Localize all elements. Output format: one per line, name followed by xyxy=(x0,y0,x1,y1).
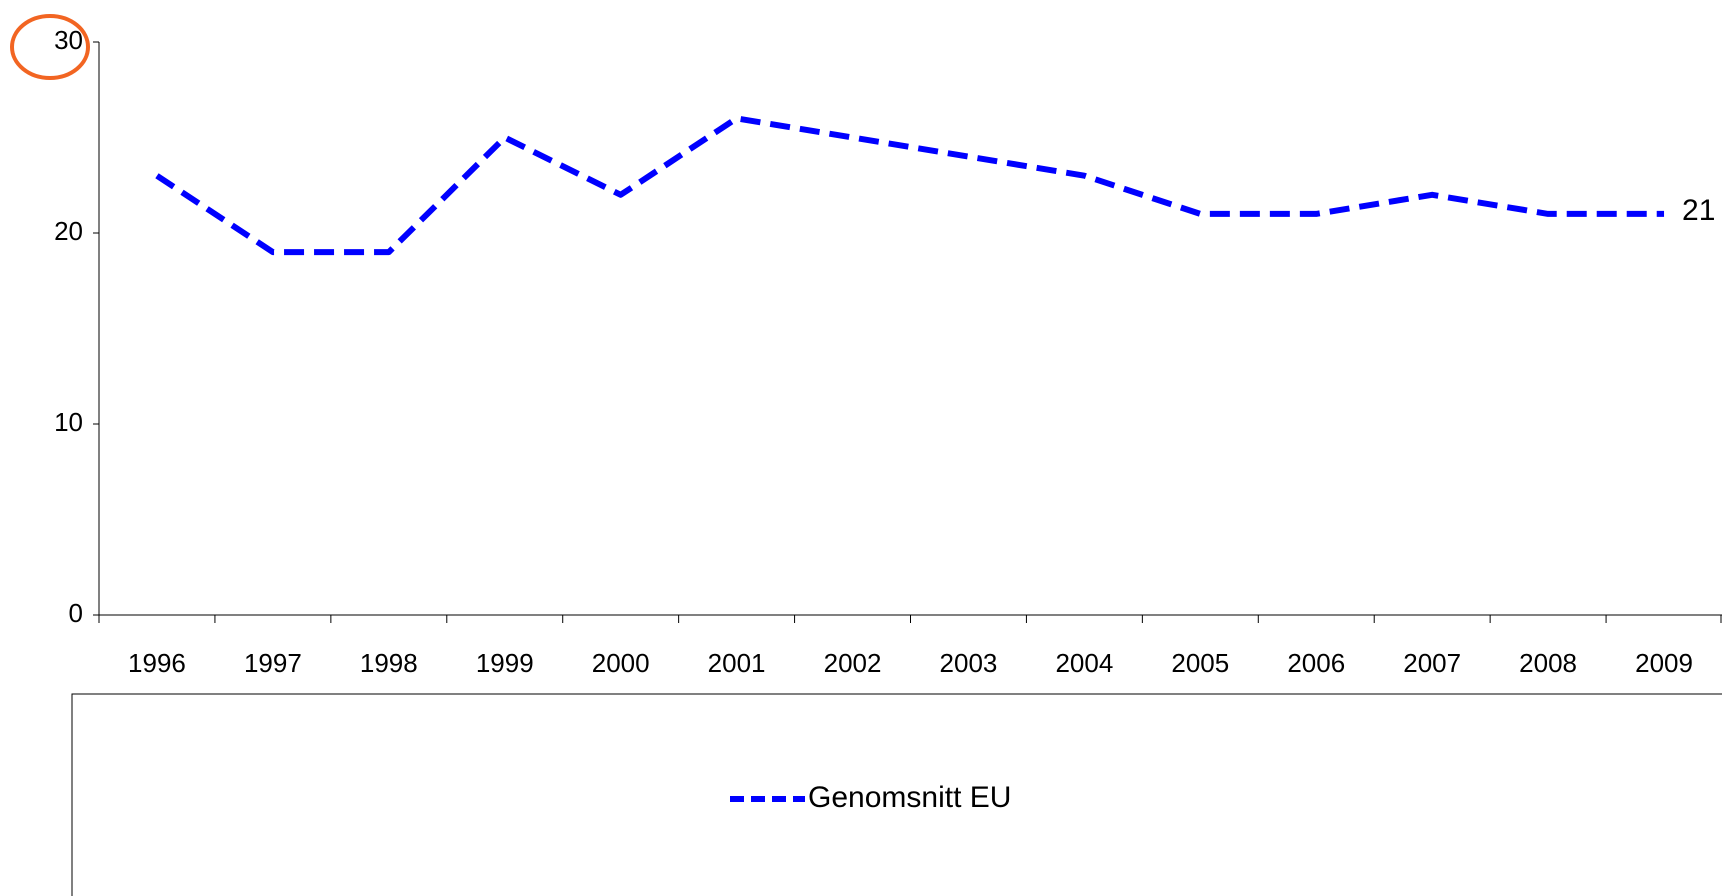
y-tick-label: 30 xyxy=(54,25,83,55)
x-tick-label: 2006 xyxy=(1287,648,1345,678)
y-tick-label: 20 xyxy=(54,216,83,246)
x-tick-label: 1999 xyxy=(476,648,534,678)
legend-box xyxy=(71,693,1722,896)
x-tick-label: 2005 xyxy=(1171,648,1229,678)
y-tick-label: 10 xyxy=(54,407,83,437)
data-label: 21 xyxy=(1682,194,1715,227)
x-tick-label: 1996 xyxy=(128,648,186,678)
x-tick-label: 2000 xyxy=(592,648,650,678)
x-tick-label: 2009 xyxy=(1635,648,1693,678)
x-tick-label: 1998 xyxy=(360,648,418,678)
x-tick-label: 2002 xyxy=(824,648,882,678)
x-tick-label: 2007 xyxy=(1403,648,1461,678)
x-tick-label: 2003 xyxy=(940,648,998,678)
series-line xyxy=(155,115,1665,256)
x-tick-label: 2008 xyxy=(1519,648,1577,678)
legend-label: Genomsnitt EU xyxy=(808,781,1011,814)
y-tick-label: 0 xyxy=(69,598,83,628)
highlight-circle xyxy=(10,14,90,80)
x-tick-label: 2001 xyxy=(708,648,766,678)
x-tick-label: 2004 xyxy=(1055,648,1113,678)
x-tick-label: 1997 xyxy=(244,648,302,678)
